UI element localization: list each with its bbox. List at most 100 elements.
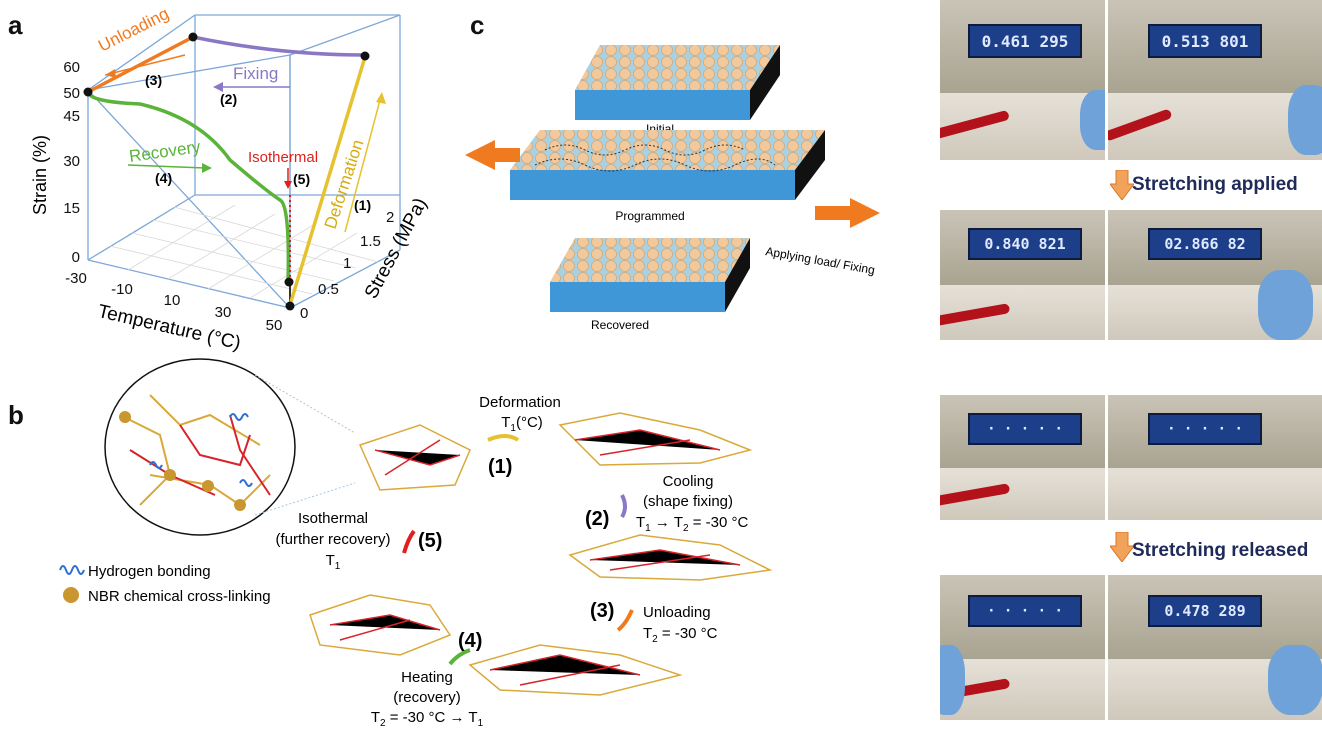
arrow-unloading: [104, 54, 186, 76]
strain-tick: 15: [63, 200, 80, 217]
arrow-deformation-head: [376, 92, 386, 104]
photo-e-4: 0.478 289: [1108, 575, 1322, 720]
unloading-temp: T2 = -30 °C: [643, 625, 718, 645]
isothermal-title: Isothermal: [298, 510, 368, 527]
photo-d-4: 02.866 82: [1108, 210, 1322, 340]
label-unloading: Unloading: [95, 4, 172, 56]
hydrogen-bond-icon: [59, 565, 85, 575]
photo-d-2: 0.513 801: [1108, 0, 1322, 160]
zoom-circle: [104, 358, 296, 536]
panel-letter-a: a: [8, 10, 23, 40]
meter-screen: 0.461 295: [968, 24, 1082, 58]
meter-screen: 0.513 801: [1148, 24, 1262, 58]
stress-tick: 1.5: [360, 233, 381, 250]
cooling-temp: T1 → T2 = -30 °C: [636, 514, 748, 534]
cooling-title: Cooling: [663, 473, 714, 490]
y-axis-label: Strain (%): [30, 135, 50, 215]
step-1-number: (1): [488, 456, 512, 478]
meter-screen: 0.840 821: [968, 228, 1082, 260]
plot-box-frame: [86, 14, 401, 310]
floor-grid: [109, 204, 379, 299]
network-deformed: [558, 412, 753, 466]
meter-screen: 02.866 82: [1148, 228, 1262, 260]
label-load: Applying load/ Fixing: [764, 244, 875, 277]
crosslink-node-icon: [63, 587, 79, 603]
network-unloaded: [468, 644, 683, 696]
label-unloading-number: (3): [145, 72, 162, 88]
meter-screen: 0.478 289: [1148, 595, 1262, 627]
curve-vertices: [83, 32, 370, 311]
strain-tick: 45: [63, 108, 80, 125]
label-isothermal: Isothermal: [248, 149, 318, 166]
panel-letter-c: c: [470, 10, 485, 40]
meter-screen: · · · · ·: [968, 413, 1082, 445]
network-initial: [358, 424, 471, 491]
photo-d-3: 0.840 821: [940, 210, 1105, 340]
step-4-number: (4): [458, 630, 482, 652]
temperature-tick: 10: [164, 292, 181, 309]
arrow-load-right: [815, 198, 880, 228]
label-recovery: Recovery: [128, 137, 202, 166]
temperature-tick: -10: [111, 281, 133, 298]
step-2-number: (2): [585, 508, 609, 530]
heating-subtitle: (recovery): [393, 689, 461, 706]
stress-tick: 1: [343, 255, 351, 272]
temperature-tick: -30: [65, 270, 87, 287]
step-3-number: (3): [590, 600, 614, 622]
cooling-subtitle: (shape fixing): [643, 493, 733, 510]
strain-tick: 60: [63, 59, 80, 76]
panel-b-schematic: Deformation T1(°C) (1) Cooling (shape fi…: [59, 358, 773, 729]
network-recovered: [309, 594, 452, 656]
panel-a-plot: Unloading (3) Fixing (2) Recovery (4) Is…: [30, 4, 431, 354]
stress-tick: 0: [300, 305, 308, 322]
arrow-step-1: [487, 434, 520, 442]
photo-e-3: · · · · ·: [940, 575, 1105, 720]
heating-temp: T2 = -30 °C → T1: [371, 709, 484, 729]
unloading-title: Unloading: [643, 604, 711, 621]
arrow-step-4: [448, 648, 471, 666]
arrow-step-3: [616, 609, 634, 632]
panel-c-schematic: Initial Programmed Applying load/ Fixing…: [465, 45, 880, 332]
block-recovered: [550, 238, 750, 312]
strain-tick: 0: [72, 249, 80, 266]
block-programmed: [510, 130, 825, 200]
curve-deformation: [288, 56, 367, 306]
label-recovered: Recovered: [591, 318, 649, 332]
legend-hydrogen: Hydrogen bonding: [88, 563, 211, 580]
meter-screen: · · · · ·: [968, 595, 1082, 627]
curve-fixing: [192, 35, 366, 57]
arrow-recovery: [127, 164, 206, 169]
label-fixing-number: (2): [220, 91, 237, 107]
photo-e-1: · · · · ·: [940, 395, 1105, 520]
deformation-temp: T1(°C): [501, 414, 543, 434]
arrow-isothermal-head: [284, 181, 292, 189]
photo-d-1: 0.461 295: [940, 0, 1105, 160]
isothermal-subtitle: (further recovery): [275, 531, 390, 548]
block-initial: [575, 45, 780, 120]
photo-e-2: · · · · ·: [1108, 395, 1322, 520]
step-5-number: (5): [418, 530, 442, 552]
panel-letter-b: b: [8, 400, 24, 430]
arrow-step-2: [620, 494, 627, 519]
heating-title: Heating: [401, 669, 453, 686]
strain-tick: 50: [63, 85, 80, 102]
stretching-applied-label: Stretching applied: [1132, 174, 1298, 195]
down-arrow-icon: [1110, 170, 1134, 200]
deformation-title: Deformation: [479, 394, 561, 411]
legend-crosslink: NBR chemical cross-linking: [88, 588, 271, 605]
temperature-tick: 50: [266, 317, 283, 334]
label-fixing: Fixing: [233, 64, 278, 83]
arrow-recovery-head: [202, 163, 212, 173]
curve-recovery: [86, 91, 291, 283]
temperature-tick: 30: [215, 304, 232, 321]
isothermal-temp: T1: [326, 552, 341, 572]
stress-tick: 2: [386, 209, 394, 226]
arrow-fixing-head: [213, 82, 223, 92]
strain-tick: 30: [63, 153, 80, 170]
meter-screen: · · · · ·: [1148, 413, 1262, 445]
label-deformation-number: (1): [354, 197, 371, 213]
arrow-deformation: [344, 99, 381, 233]
network-fixed: [568, 534, 773, 581]
arrow-load-left: [465, 140, 520, 170]
down-arrow-icon: [1110, 532, 1134, 562]
